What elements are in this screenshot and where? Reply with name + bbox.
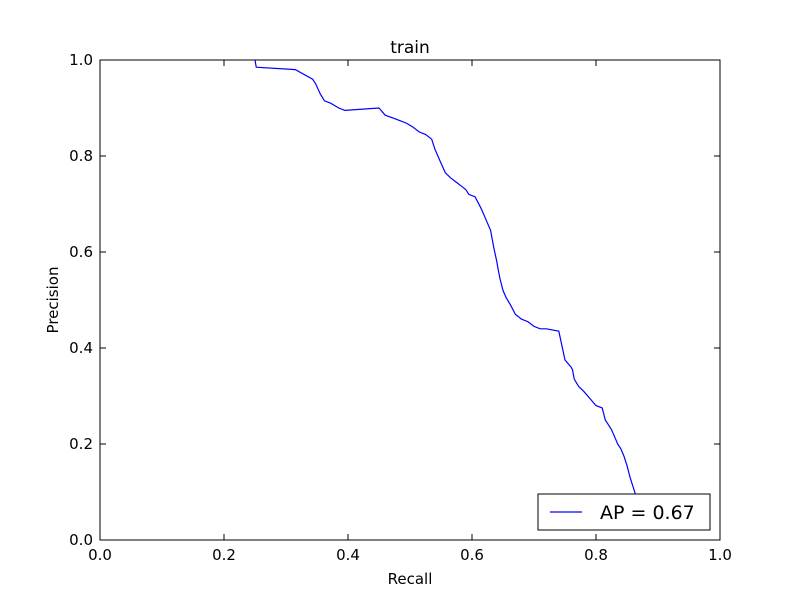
y-tick-label: 0.6 [69,243,93,261]
y-tick-label: 1.0 [69,51,93,69]
axes-frame [99,59,721,541]
y-tick-label: 0.8 [69,147,93,165]
legend: AP = 0.67 [537,493,711,531]
plot-area: 0.0 0.2 0.4 0.6 0.8 1.0 0.0 0.2 0.4 0.6 0.8 1.0 AP =… [69,51,732,564]
x-axis-label: Recall [388,570,433,588]
x-tick-label: 0.8 [584,546,608,564]
x-tick-label: 0.6 [460,546,484,564]
x-tick-label: 1.0 [708,546,732,564]
x-tick-label: 0.4 [336,546,360,564]
y-axis-label: Precision [44,267,62,334]
chart-title: train [390,38,430,58]
x-tick-label: 0.0 [88,546,112,564]
y-tick-label: 0.0 [69,531,93,549]
legend-label: AP = 0.67 [600,502,695,524]
y-tick-label: 0.2 [69,435,93,453]
x-tick-label: 0.2 [212,546,236,564]
y-tick-label: 0.4 [69,339,93,357]
series-line [254,60,647,503]
